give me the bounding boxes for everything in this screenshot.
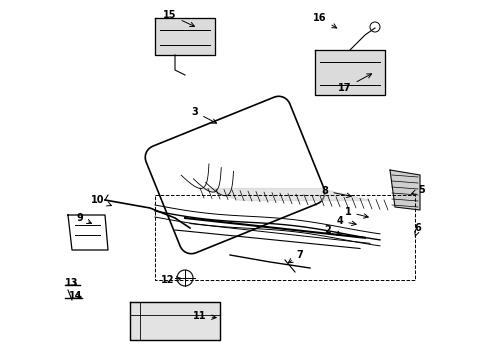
Text: 14: 14	[69, 291, 83, 301]
Text: 13: 13	[65, 278, 79, 288]
Text: 11: 11	[193, 311, 216, 321]
Polygon shape	[390, 170, 420, 210]
Text: 6: 6	[415, 223, 421, 236]
Text: 7: 7	[288, 250, 303, 263]
Polygon shape	[130, 302, 220, 340]
Polygon shape	[315, 50, 385, 95]
Text: 1: 1	[344, 207, 368, 218]
Text: 9: 9	[76, 213, 92, 224]
Polygon shape	[155, 18, 215, 55]
Text: 3: 3	[192, 107, 217, 123]
Text: 10: 10	[91, 195, 111, 206]
Text: 8: 8	[321, 186, 351, 198]
Text: 16: 16	[313, 13, 337, 28]
Text: 12: 12	[161, 275, 181, 285]
Text: 15: 15	[163, 10, 195, 27]
Text: 2: 2	[324, 225, 342, 235]
Text: 4: 4	[337, 216, 356, 226]
Text: 5: 5	[412, 185, 425, 195]
Text: 17: 17	[338, 74, 371, 93]
